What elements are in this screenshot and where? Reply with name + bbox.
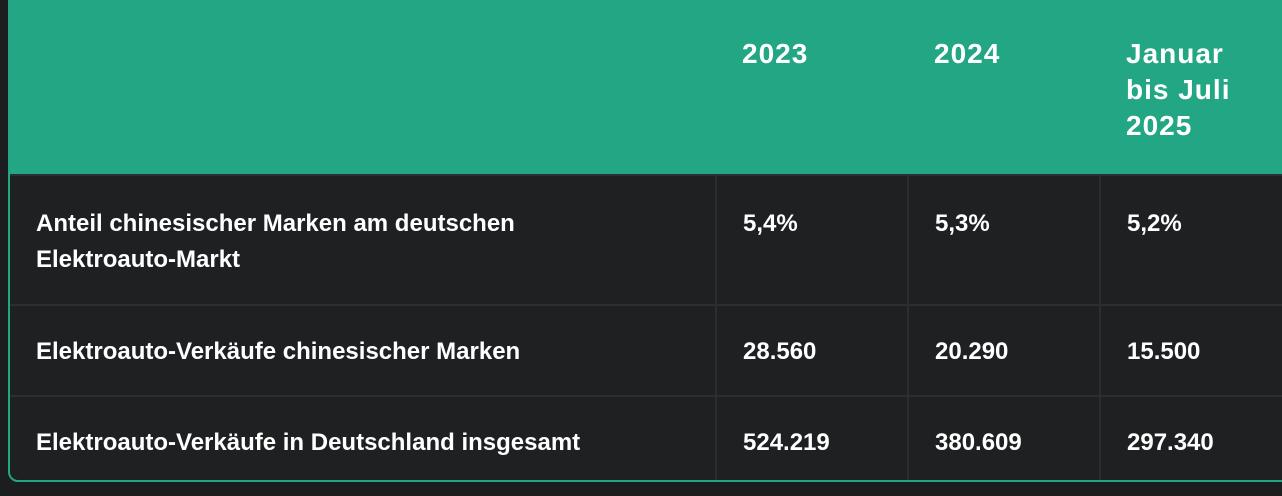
cell-value: 5,4%	[715, 174, 909, 306]
table-row: Elektroauto-Verkäufe chinesischer Marken…	[10, 304, 1282, 397]
table-row: Elektroauto-Verkäufe in Deutschland insg…	[10, 395, 1282, 480]
cell-value: 380.609	[907, 395, 1101, 480]
cell-value: 524.219	[715, 395, 909, 480]
data-table-container: 2023 2024 Januar bis Juli 2025 Anteil ch…	[8, 0, 1282, 482]
cell-value: 5,2%	[1099, 174, 1282, 306]
header-row: 2023 2024 Januar bis Juli 2025	[10, 0, 1282, 175]
row-label: Elektroauto-Verkäufe in Deutschland insg…	[10, 395, 717, 480]
header-2023: 2023	[716, 0, 908, 175]
header-empty	[10, 0, 716, 175]
data-table: 2023 2024 Januar bis Juli 2025 Anteil ch…	[10, 0, 1282, 480]
table-row: Anteil chinesischer Marken am deutschen …	[10, 174, 1282, 306]
header-2024: 2024	[908, 0, 1100, 175]
cell-value: 5,3%	[907, 174, 1101, 306]
row-label: Elektroauto-Verkäufe chinesischer Marken	[10, 304, 717, 397]
cell-value: 28.560	[715, 304, 909, 397]
cell-value: 297.340	[1099, 395, 1282, 480]
cell-value: 20.290	[907, 304, 1101, 397]
row-label: Anteil chinesischer Marken am deutschen …	[10, 174, 717, 306]
header-2025: Januar bis Juli 2025	[1100, 0, 1282, 175]
cell-value: 15.500	[1099, 304, 1282, 397]
